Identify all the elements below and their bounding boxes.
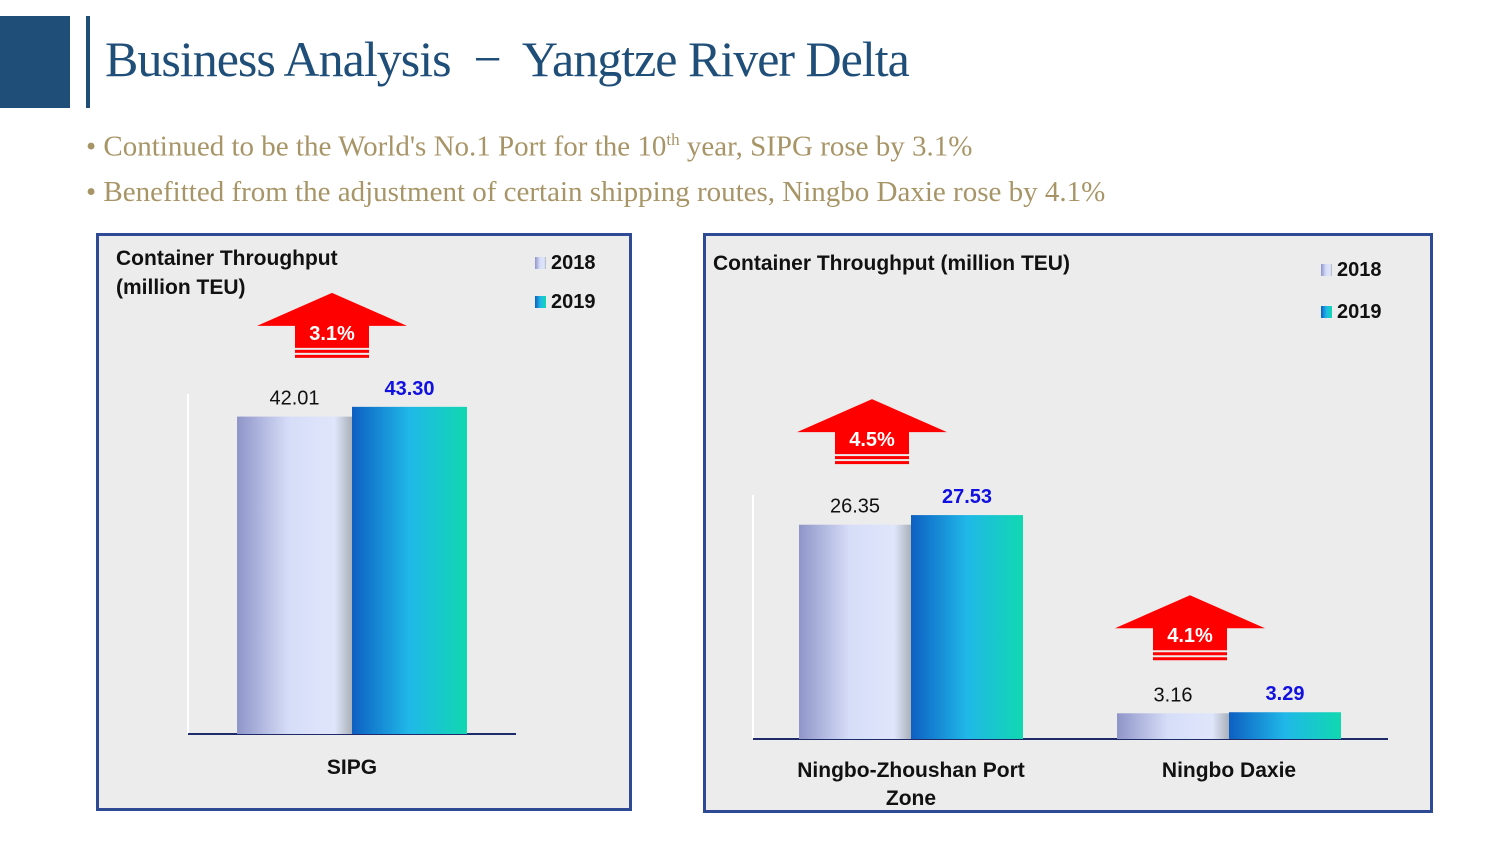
data-label-2018: 26.35 [830, 496, 880, 518]
data-label-2019: 27.53 [942, 486, 992, 508]
title-accent-block [0, 16, 70, 108]
chart-panel-sipg: Container Throughput (million TEU) 2018 201… [96, 233, 632, 811]
chart-title: Container Throughput (million TEU) [713, 252, 1070, 275]
arrow-stripe [835, 461, 909, 465]
chart-sipg: Container Throughput (million TEU) 2018 201… [116, 247, 596, 779]
category-label: SIPG [327, 756, 377, 779]
category-label: Ningbo-Zhoushan Port [797, 759, 1024, 782]
arrow-shape [797, 399, 947, 455]
data-label-2019: 43.30 [384, 378, 434, 400]
arrow-shape [257, 292, 407, 348]
title-divider [86, 16, 90, 108]
chart-panel-ningbo: Container Throughput (million TEU) 2018 20… [703, 233, 1433, 813]
page-title: Business Analysis − Yangtze River Delta [105, 31, 910, 87]
bullet-2: • Benefitted from the adjustment of cert… [86, 176, 1106, 208]
growth-arrow: 4.5% [797, 399, 947, 465]
bar-2018 [1117, 713, 1229, 739]
arrow-stripe [295, 354, 369, 358]
chart-ningbo: Container Throughput (million TEU) 2018 20… [713, 252, 1388, 810]
bar-2018 [237, 416, 352, 734]
chart-title: (million TEU) [116, 276, 246, 299]
bar-2018 [799, 524, 911, 739]
data-label-2018: 42.01 [269, 388, 319, 410]
bar-2019 [911, 515, 1023, 739]
bar-2019 [1229, 712, 1341, 739]
category-label: Ningbo Daxie [1162, 759, 1296, 782]
category-label: Zone [886, 787, 936, 810]
legend-swatch-2018 [535, 257, 546, 269]
legend-swatch-2018 [1321, 264, 1332, 276]
legend-label-2018: 2018 [1337, 259, 1382, 281]
legend-label-2019: 2019 [1337, 301, 1382, 323]
arrow-stripe [1153, 652, 1227, 656]
growth-arrow: 4.1% [1115, 595, 1265, 661]
chart-title: Container Throughput [116, 247, 338, 270]
data-label-2019: 3.29 [1266, 683, 1305, 705]
arrow-shape [1115, 595, 1265, 651]
arrow-stripe [1153, 657, 1227, 661]
growth-percent-label: 4.5% [849, 429, 895, 451]
arrow-stripe [295, 349, 369, 353]
bullet-1: • Continued to be the World's No.1 Port … [86, 130, 973, 163]
growth-percent-label: 3.1% [309, 323, 355, 345]
growth-percent-label: 4.1% [1167, 625, 1213, 647]
bar-2019 [352, 406, 467, 734]
legend-swatch-2019 [1321, 306, 1332, 318]
legend-label-2019: 2019 [551, 291, 596, 313]
growth-arrow: 3.1% [257, 292, 407, 358]
data-label-2018: 3.16 [1154, 684, 1193, 706]
legend-label-2018: 2018 [551, 252, 596, 274]
arrow-stripe [835, 456, 909, 460]
legend-swatch-2019 [535, 296, 546, 308]
